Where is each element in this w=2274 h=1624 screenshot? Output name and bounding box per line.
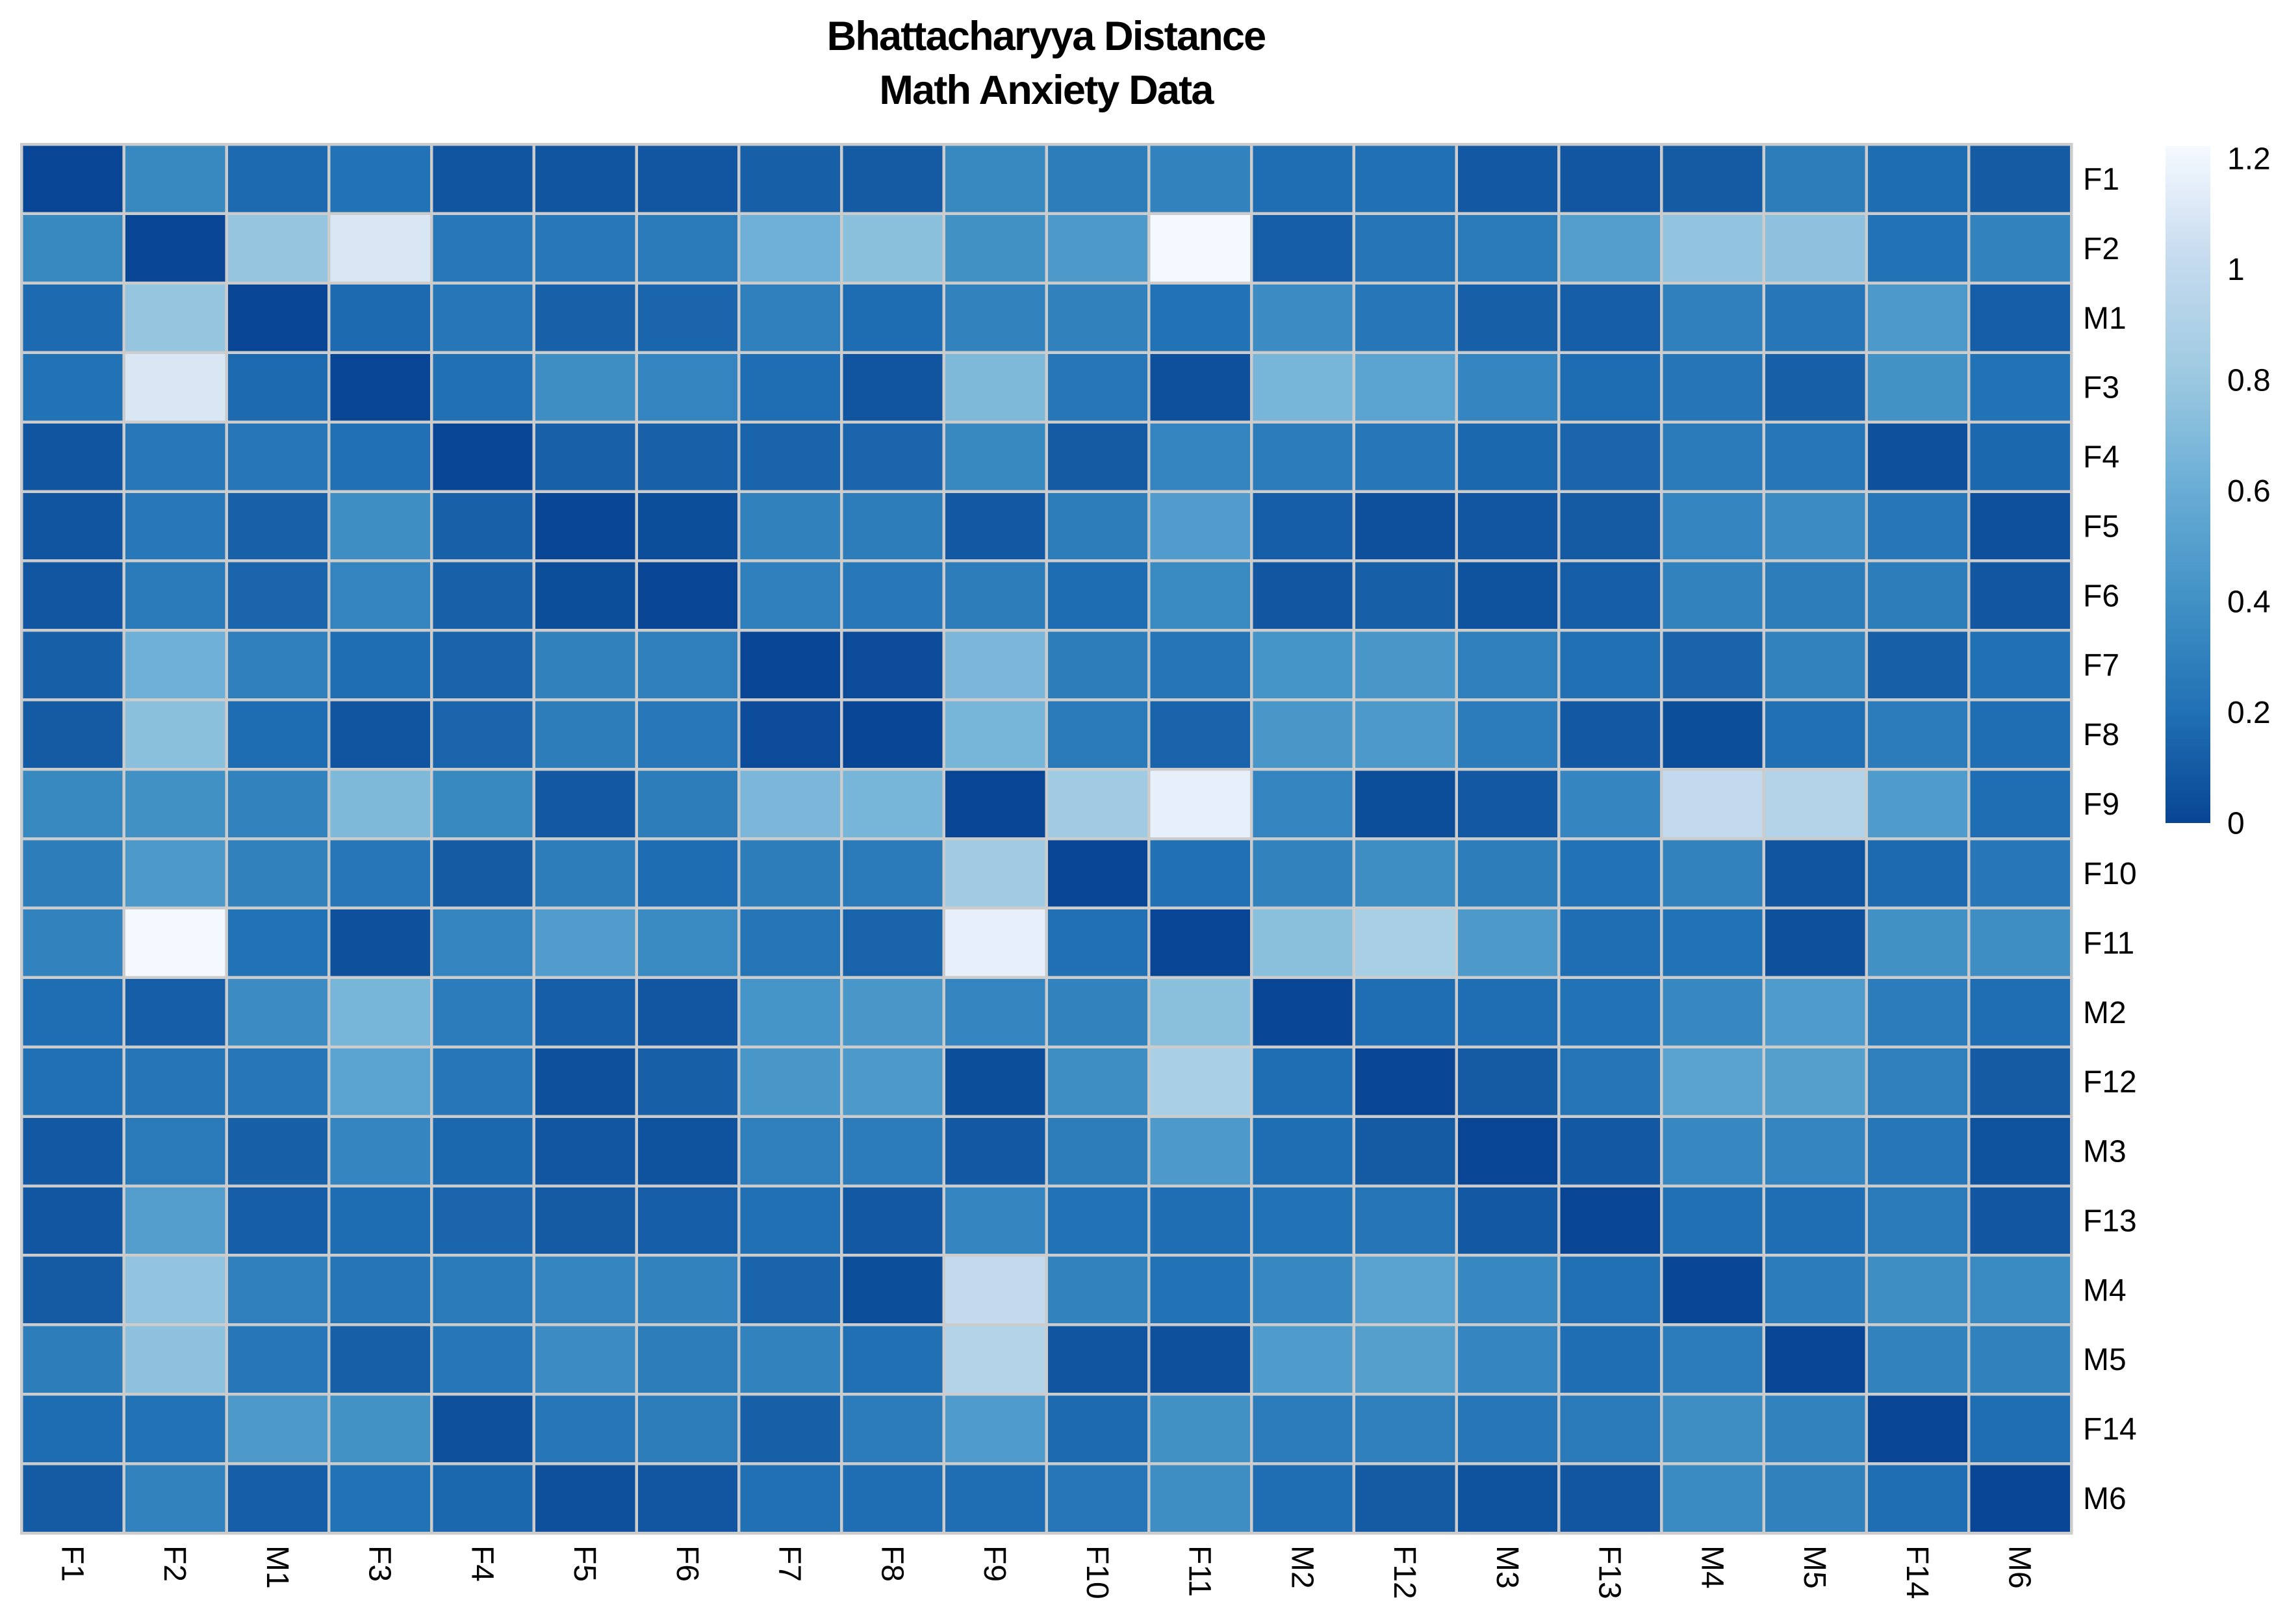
svg-text:M4: M4 (2083, 1273, 2127, 1308)
svg-text:F4: F4 (465, 1545, 499, 1582)
svg-text:F11: F11 (2083, 926, 2134, 961)
svg-text:M2: M2 (2083, 996, 2127, 1030)
svg-text:F12: F12 (2083, 1065, 2137, 1100)
svg-text:M1: M1 (260, 1545, 294, 1589)
svg-text:F14: F14 (1900, 1545, 1934, 1599)
svg-text:M3: M3 (2083, 1135, 2127, 1169)
svg-text:0: 0 (2227, 807, 2245, 841)
svg-text:F11: F11 (1182, 1545, 1217, 1597)
svg-text:F4: F4 (2083, 440, 2119, 475)
svg-text:M3: M3 (1490, 1545, 1524, 1589)
svg-text:0.6: 0.6 (2227, 474, 2271, 509)
svg-text:Bhattacharyya Distance: Bhattacharyya Distance (827, 14, 1266, 59)
svg-text:F10: F10 (2083, 857, 2137, 891)
svg-text:F8: F8 (875, 1545, 909, 1582)
svg-text:M1: M1 (2083, 301, 2127, 336)
svg-text:M6: M6 (2083, 1482, 2127, 1516)
svg-text:F6: F6 (2083, 579, 2119, 613)
svg-text:1: 1 (2227, 253, 2245, 287)
svg-text:0.8: 0.8 (2227, 364, 2271, 398)
svg-text:F3: F3 (2083, 371, 2119, 405)
svg-text:F9: F9 (2083, 787, 2119, 822)
svg-text:F2: F2 (157, 1545, 192, 1582)
svg-text:F9: F9 (977, 1545, 1012, 1582)
svg-text:F1: F1 (55, 1545, 89, 1582)
svg-text:F3: F3 (363, 1545, 397, 1582)
svg-text:F14: F14 (2083, 1412, 2137, 1447)
svg-text:M4: M4 (1694, 1545, 1729, 1589)
svg-text:M2: M2 (1284, 1545, 1319, 1589)
svg-text:F5: F5 (2083, 510, 2119, 544)
svg-text:F13: F13 (1592, 1545, 1627, 1599)
svg-text:0.4: 0.4 (2227, 585, 2271, 620)
svg-text:F6: F6 (670, 1545, 704, 1582)
svg-text:F10: F10 (1080, 1545, 1114, 1599)
svg-text:F2: F2 (2083, 232, 2119, 266)
svg-text:Math Anxiety Data: Math Anxiety Data (879, 68, 1214, 113)
svg-text:F7: F7 (773, 1545, 807, 1582)
svg-text:M5: M5 (2083, 1343, 2127, 1377)
svg-text:F7: F7 (2083, 648, 2119, 683)
svg-text:1.2: 1.2 (2227, 142, 2271, 177)
svg-text:M6: M6 (2002, 1545, 2037, 1589)
svg-text:0.2: 0.2 (2227, 696, 2271, 730)
svg-text:F1: F1 (2083, 162, 2119, 197)
svg-text:F12: F12 (1387, 1545, 1422, 1599)
svg-text:M5: M5 (1797, 1545, 1832, 1589)
svg-text:F8: F8 (2083, 718, 2119, 752)
svg-text:F13: F13 (2083, 1204, 2137, 1239)
svg-text:F5: F5 (567, 1545, 602, 1582)
